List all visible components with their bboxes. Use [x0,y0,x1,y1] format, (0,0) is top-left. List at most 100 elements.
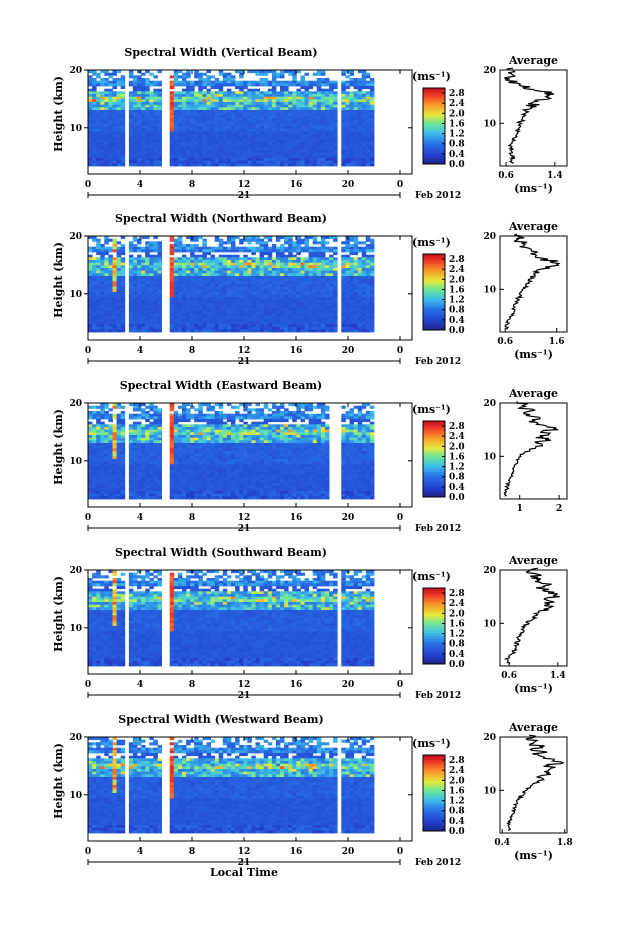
heatmap-cell [149,152,154,156]
heatmap-cell [137,155,142,159]
heatmap-cell [349,424,354,428]
heatmap-cell [312,102,318,106]
heatmap-cell [137,408,142,412]
colorbar-unit: (ms⁻¹) [412,70,451,83]
heatmap-cell [222,284,228,288]
heatmap-cell [243,96,248,100]
heatmap-cell [198,139,203,143]
heatmap-cell [304,118,309,122]
heatmap-cell [259,273,265,277]
heatmap-cell [100,163,105,167]
heatmap-cell [149,72,154,76]
heatmap-cell [153,134,158,138]
heatmap-cell [88,294,93,298]
heatmap-cell [365,276,371,280]
heatmap-cell [182,284,187,288]
heatmap-cell [141,265,146,269]
heatmap-cell [275,163,281,167]
heatmap-cell [329,284,334,288]
heatmap-cell [137,160,142,164]
heatmap-cell [292,273,297,277]
heatmap-cell [88,131,93,135]
heatmap-cell [149,99,154,103]
heatmap-cell [292,411,297,415]
heatmap-cell [100,265,105,269]
heatmap-cell [361,147,367,151]
heatmap-cell [222,83,228,87]
heatmap-cell [292,134,297,138]
heatmap-cell [341,102,346,106]
heatmap-cell [235,126,240,130]
heatmap-cell [333,102,338,106]
heatmap-cell [365,292,371,296]
heatmap-cell [169,268,175,272]
heatmap-cell [235,286,240,290]
heatmap-cell [304,134,309,138]
heatmap-cell [255,321,260,325]
heatmap-cell [157,83,162,87]
heatmap-cell [231,308,236,312]
heatmap-cell [226,160,232,164]
heatmap-cell [173,131,179,135]
heatmap-cell [202,83,207,87]
heatmap-cell [186,120,191,124]
heatmap-cell [329,289,334,293]
heatmap-cell [267,136,273,140]
heatmap-cell [210,329,216,333]
heatmap-cell [284,134,289,138]
heatmap-cell [239,265,244,269]
heatmap-cell [210,405,216,409]
heatmap-cell [345,257,350,261]
heatmap-cell [96,313,101,317]
heatmap-cell [157,246,162,250]
heatmap-cell [341,324,346,328]
heatmap-cell [316,112,322,116]
heatmap-cell [243,260,248,264]
heatmap-cell [149,297,154,301]
heatmap-cell [280,273,285,277]
heatmap-cell [271,115,277,119]
heatmap-cell [88,246,93,250]
heatmap-cell [349,265,354,269]
heatmap-cell [267,326,273,330]
heatmap-cell [325,286,330,290]
heatmap-cell [255,104,260,108]
heatmap-cell [177,273,183,277]
heatmap-cell [239,80,244,84]
heatmap-cell [149,289,154,293]
heatmap-cell [235,297,240,301]
heatmap-cell [263,110,269,114]
heatmap-cell [325,318,330,322]
heatmap-cell [128,403,134,407]
heatmap-cell [128,83,134,87]
heatmap-cell [128,144,134,148]
heatmap-cell [202,86,207,90]
heatmap-cell [341,273,346,277]
heatmap-cell [177,80,183,84]
heatmap-cell [239,300,244,304]
heatmap-cell [222,110,228,114]
heatmap-cell [116,136,122,140]
heatmap-cell [96,110,101,114]
heatmap-cell [104,294,109,298]
heatmap-cell [120,163,126,167]
heatmap-cells [88,70,375,167]
heatmap-cell [190,142,195,146]
heatmap-cell [104,112,109,116]
heatmap-cell [96,310,101,314]
heatmap-cell [92,147,97,151]
heatmap-cell [275,123,281,127]
heatmap-cell [202,313,207,317]
heatmap-cell [145,305,150,309]
heatmap-cell [112,257,117,261]
heatmap-cell [316,276,322,280]
heatmap-cell [325,321,330,325]
heatmap-cell [341,257,346,261]
heatmap-cell [149,150,154,154]
heatmap-cell [218,118,224,122]
heatmap-cell [149,276,154,280]
heatmap-cell [173,136,179,140]
heatmap-cell [357,107,363,111]
heatmap-cell [288,83,293,87]
heatmap-cell [263,139,269,143]
